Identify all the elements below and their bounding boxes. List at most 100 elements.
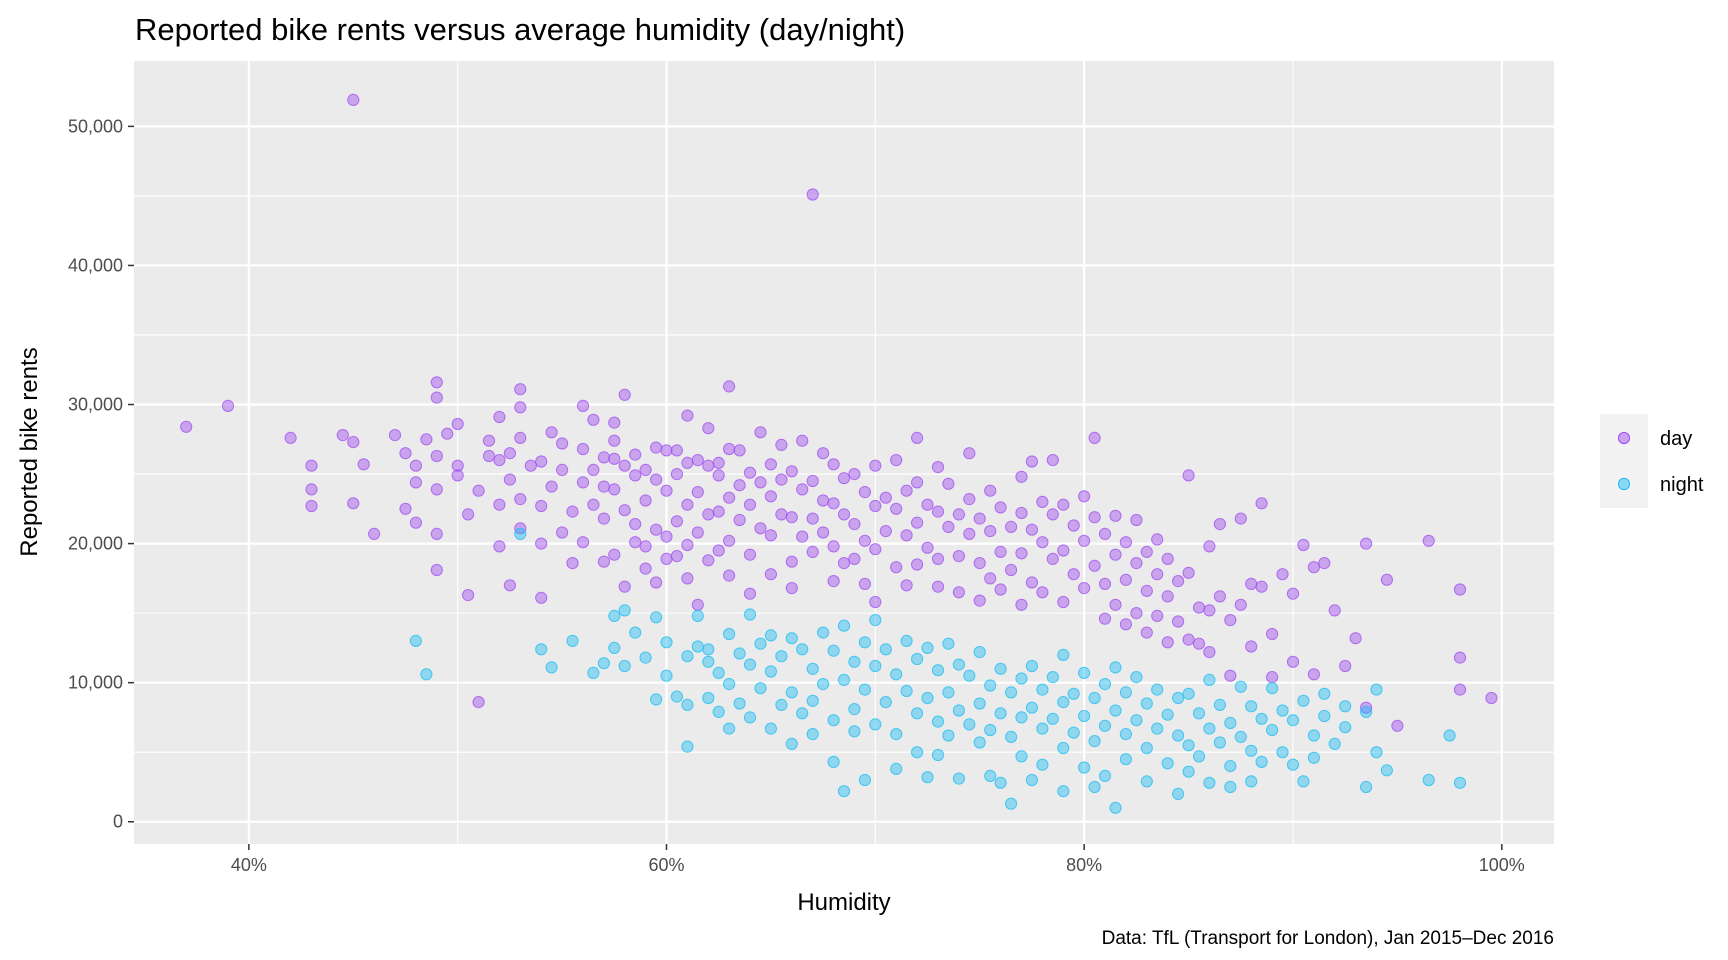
- point-day: [691, 598, 704, 611]
- point-night: [587, 666, 600, 680]
- point-night: [785, 686, 798, 699]
- point-day: [1203, 646, 1216, 659]
- point-day: [1182, 566, 1195, 579]
- point-day: [681, 498, 694, 511]
- point-night: [514, 527, 527, 541]
- point-day: [660, 484, 673, 497]
- point-day: [775, 473, 788, 486]
- point-night: [691, 640, 704, 653]
- point-night: [869, 718, 882, 731]
- point-day: [1036, 495, 1049, 508]
- point-night: [984, 723, 997, 737]
- point-day: [650, 523, 663, 536]
- point-night: [879, 696, 892, 709]
- point-night: [764, 722, 778, 735]
- point-night: [1266, 723, 1279, 737]
- point-night: [858, 683, 872, 696]
- point-night: [1422, 773, 1435, 787]
- point-night: [775, 650, 788, 663]
- point-day: [514, 383, 527, 396]
- point-night: [858, 636, 872, 649]
- point-day: [952, 508, 966, 521]
- point-day: [837, 557, 851, 570]
- point-day: [858, 534, 872, 547]
- point-night: [1360, 780, 1373, 794]
- point-night: [712, 666, 725, 680]
- point-day: [1098, 612, 1112, 625]
- point-night: [1161, 757, 1174, 770]
- point-day: [827, 458, 840, 471]
- point-day: [984, 572, 997, 585]
- point-day: [723, 534, 736, 547]
- point-day: [1057, 544, 1070, 557]
- point-day: [1380, 573, 1394, 586]
- point-night: [629, 626, 642, 639]
- point-night: [942, 637, 955, 650]
- point-night: [1297, 775, 1310, 788]
- point-day: [347, 497, 360, 510]
- point-night: [566, 634, 579, 648]
- point-day: [1005, 563, 1018, 577]
- point-day: [806, 188, 819, 201]
- point-day: [952, 550, 966, 563]
- point-day: [566, 557, 579, 570]
- point-day: [723, 491, 736, 504]
- point-day: [1025, 455, 1039, 468]
- point-night: [879, 643, 892, 656]
- y-axis-title: Reported bike rents: [16, 347, 43, 556]
- point-day: [994, 583, 1007, 596]
- point-night: [1286, 758, 1300, 771]
- point-night: [973, 646, 986, 659]
- point-day: [942, 520, 955, 534]
- point-day: [566, 505, 579, 518]
- point-day: [1192, 637, 1206, 650]
- point-day: [409, 476, 422, 489]
- plot-panel: [134, 61, 1554, 844]
- point-night: [931, 715, 945, 728]
- point-night: [764, 629, 778, 642]
- point-night: [409, 634, 422, 648]
- point-night: [1109, 661, 1122, 674]
- point-day: [1025, 523, 1039, 536]
- point-night: [869, 659, 882, 673]
- point-night: [890, 728, 903, 741]
- point-day: [670, 468, 684, 481]
- point-night: [837, 619, 851, 632]
- point-day: [837, 472, 851, 485]
- point-night: [723, 722, 736, 735]
- point-day: [806, 545, 819, 559]
- point-night: [754, 682, 767, 695]
- point-day: [743, 587, 757, 600]
- point-night: [796, 643, 809, 656]
- point-day: [650, 441, 663, 454]
- point-day: [1015, 598, 1028, 611]
- point-day: [180, 420, 193, 433]
- point-night: [1182, 739, 1195, 752]
- point-night: [1005, 730, 1018, 744]
- point-day: [733, 513, 746, 527]
- point-day: [733, 444, 746, 457]
- point-day: [1130, 607, 1143, 620]
- point-day: [817, 447, 830, 460]
- point-day: [973, 512, 986, 525]
- point-night: [1057, 741, 1070, 755]
- legend-label-night: night: [1660, 474, 1704, 496]
- point-day: [608, 416, 621, 429]
- point-night: [702, 691, 715, 705]
- point-night: [639, 651, 652, 664]
- point-night: [1192, 750, 1206, 763]
- legend: day night: [1600, 414, 1704, 508]
- point-day: [587, 498, 600, 511]
- point-day: [775, 438, 788, 451]
- point-night: [1046, 671, 1059, 684]
- point-night: [1088, 691, 1101, 705]
- point-day: [451, 469, 464, 482]
- point-night: [1203, 722, 1216, 735]
- point-night: [1339, 700, 1352, 713]
- point-night: [608, 609, 621, 623]
- series-night: [409, 527, 1467, 814]
- point-day: [493, 498, 506, 511]
- point-night: [1015, 711, 1028, 724]
- point-day: [514, 401, 527, 414]
- point-day: [796, 434, 809, 447]
